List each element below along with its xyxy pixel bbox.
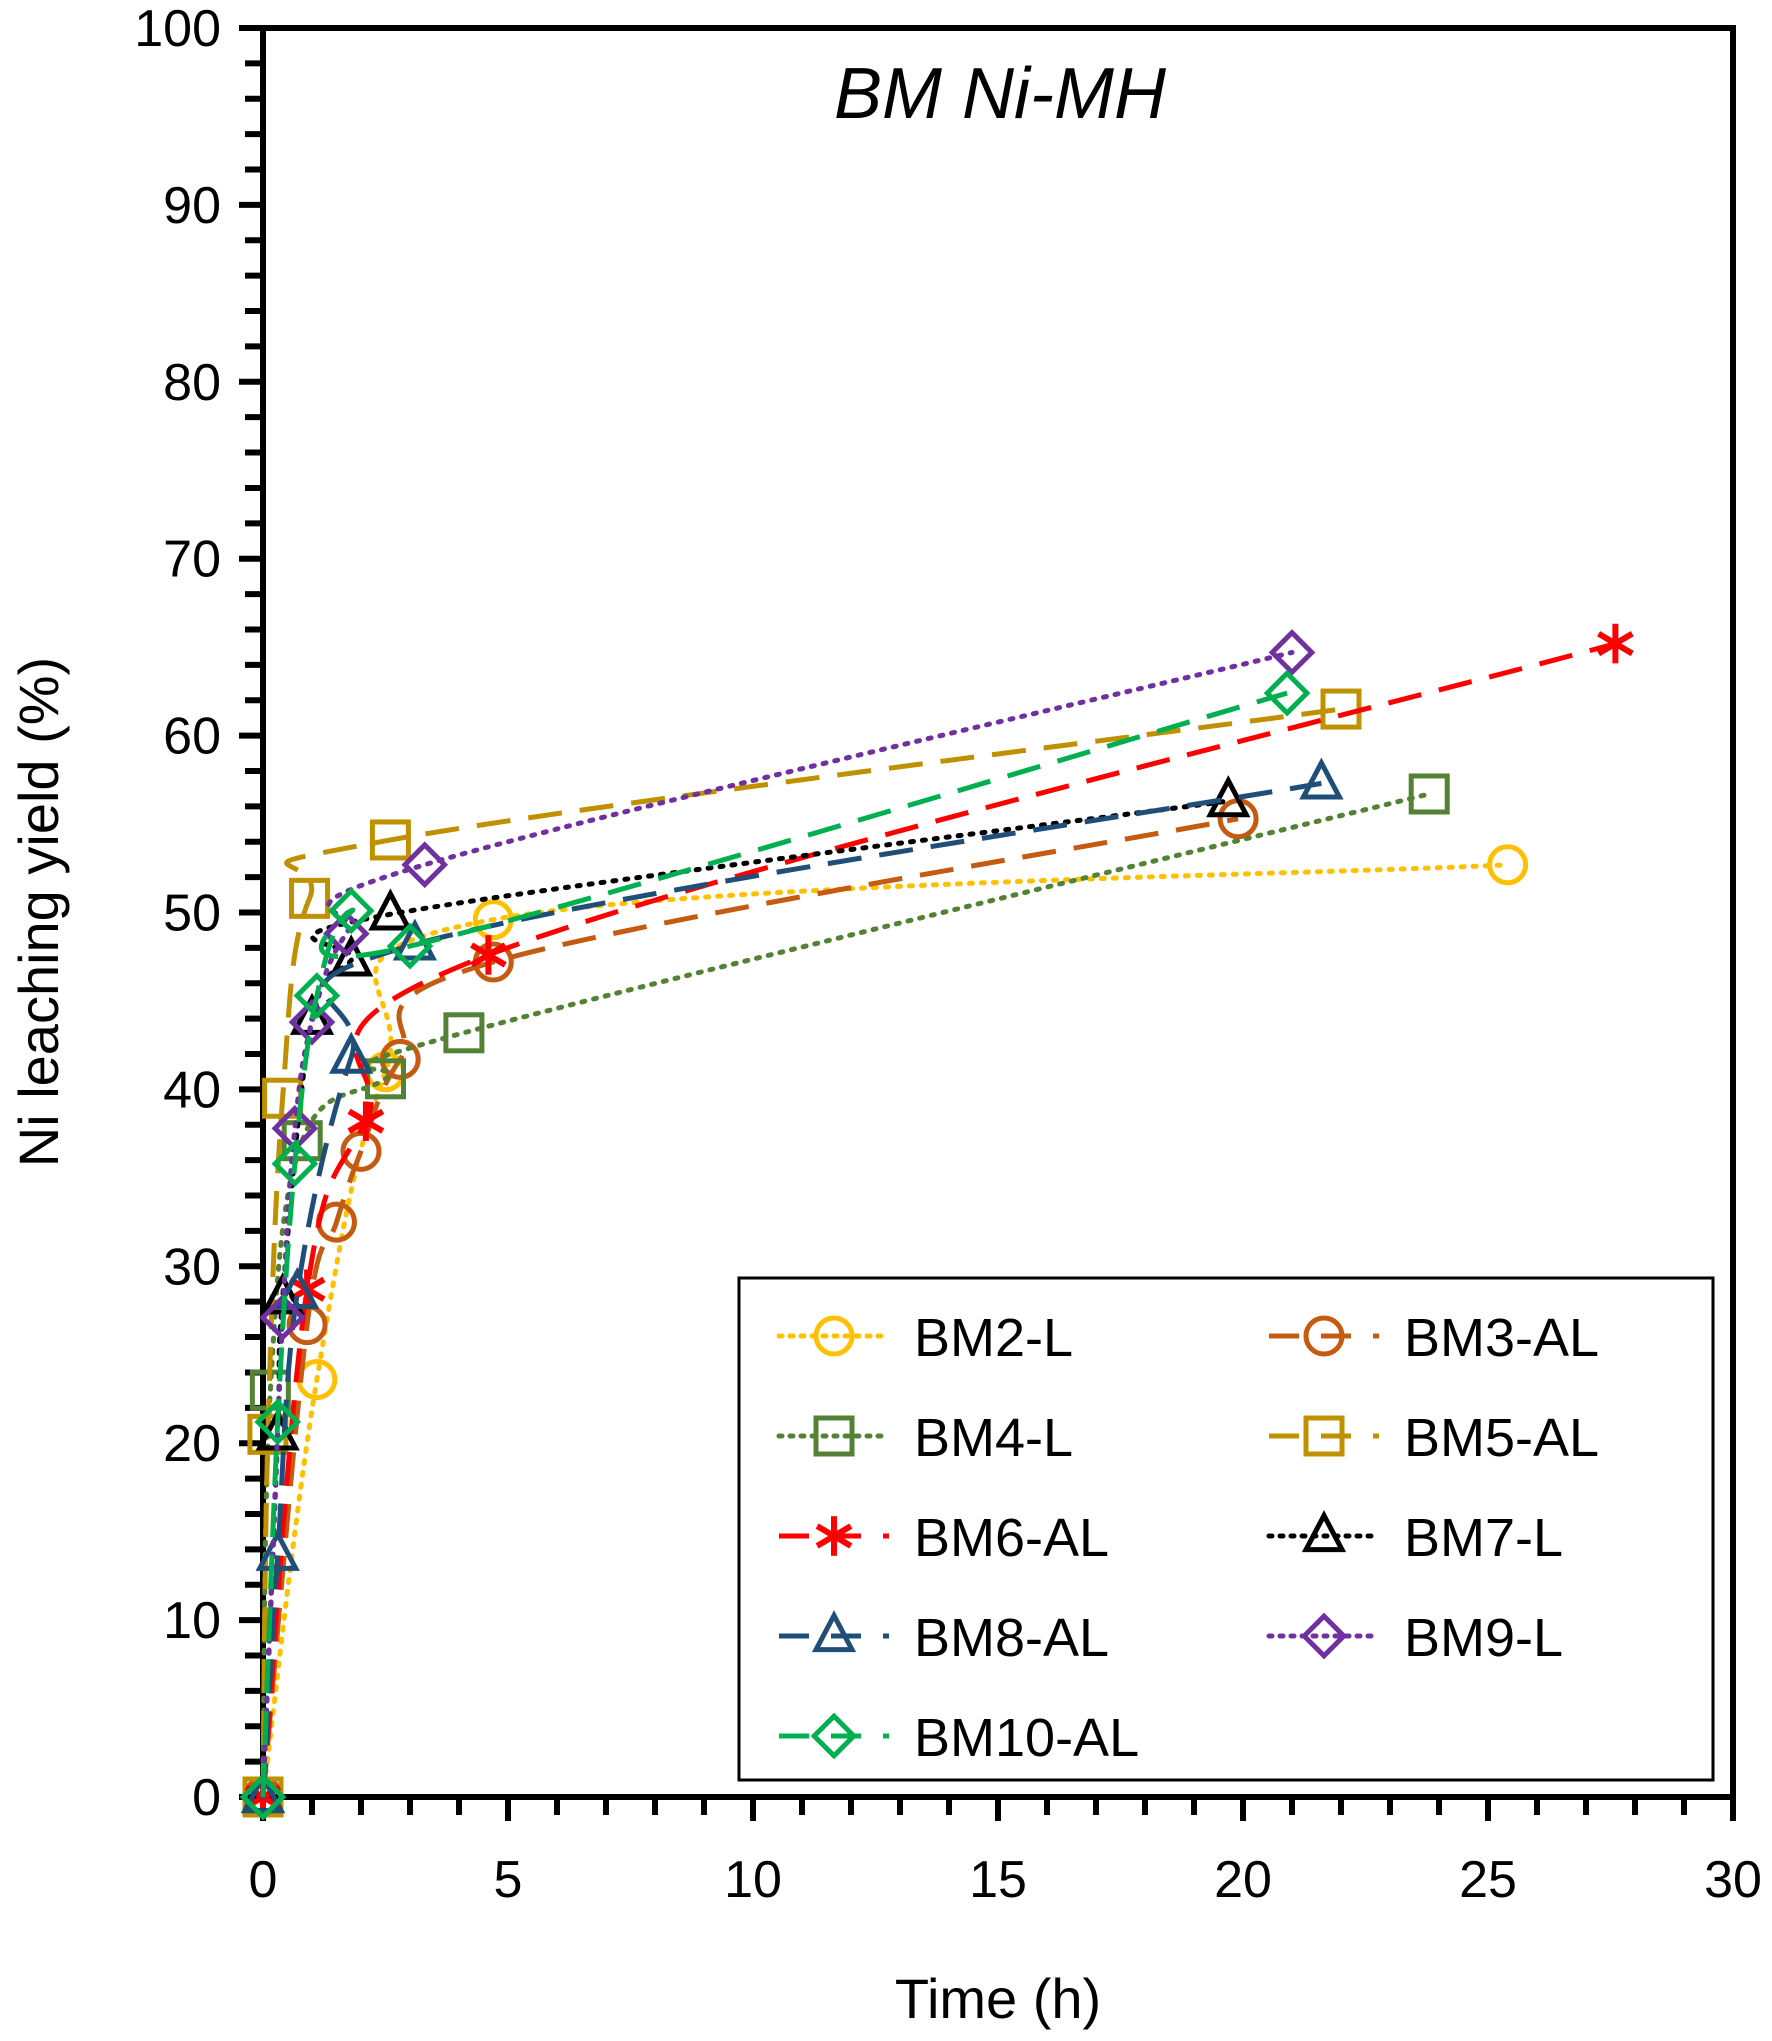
- data-point: [386, 922, 434, 970]
- legend-label: BM5-AL: [1404, 1408, 1599, 1468]
- data-point: [1597, 623, 1634, 664]
- y-tick-label: 80: [163, 354, 221, 412]
- y-tick-label: 70: [163, 531, 221, 589]
- data-point: [322, 910, 370, 958]
- y-tick-label: 50: [163, 885, 221, 943]
- x-tick-label: 25: [1459, 1851, 1517, 1909]
- series-BM8-AL: [240, 757, 1344, 1814]
- data-point: [401, 841, 449, 889]
- x-tick-label: 20: [1214, 1851, 1272, 1909]
- legend-item: BM3-AL: [1269, 1308, 1599, 1368]
- legend-item: BM5-AL: [1269, 1408, 1599, 1468]
- series-line: [260, 706, 1342, 1798]
- data-point: [275, 1266, 320, 1310]
- x-tick-label: 15: [969, 1851, 1027, 1909]
- legend: BM2-L BM3-AL BM4-L BM5-AL BM6-AL BM7-L BM8-AL B…: [737, 1276, 1715, 1782]
- legend-label: BM8-AL: [914, 1608, 1109, 1668]
- legend-label: BM10-AL: [914, 1708, 1139, 1768]
- legend-marker: [813, 1415, 855, 1457]
- data-point: [271, 1140, 319, 1188]
- legend-label: BM6-AL: [914, 1508, 1109, 1568]
- legend-label: BM2-L: [914, 1308, 1073, 1368]
- data-point: [289, 992, 335, 1035]
- legend-label: BM9-L: [1404, 1608, 1563, 1668]
- data-point: [347, 1101, 385, 1142]
- y-axis: 0 10 20 30 40 50 60 70 80 90 100: [134, 0, 263, 1827]
- series-line: [260, 641, 1617, 1798]
- y-tick-label: 10: [163, 1592, 221, 1650]
- legend-item: BM2-L: [776, 1308, 1073, 1368]
- data-point: [240, 1771, 286, 1814]
- data-point: [1206, 775, 1251, 818]
- y-tick-label: 30: [163, 1238, 221, 1296]
- data-point: [443, 1012, 485, 1054]
- series-line: [260, 690, 1288, 1798]
- legend-box: [737, 1276, 1715, 1782]
- legend-label: BM4-L: [914, 1408, 1073, 1468]
- y-axis-title: Ni leaching yield (%): [7, 657, 70, 1167]
- legend-item: BM6-AL: [779, 1508, 1109, 1568]
- x-tick-label: 0: [249, 1851, 278, 1909]
- legend-marker: [1301, 1510, 1347, 1553]
- series-line: [260, 649, 1295, 1800]
- legend-marker: [1303, 1315, 1345, 1357]
- data-point: [1487, 844, 1529, 886]
- x-axis: 0 5 10 15 20 25 30: [249, 1797, 1762, 1909]
- data-point: [254, 1398, 302, 1446]
- series-line: [260, 862, 1511, 1800]
- data-point: [289, 877, 331, 919]
- data-point: [368, 888, 413, 931]
- legend-item: BM9-L: [1266, 1608, 1563, 1668]
- y-tick-label: 90: [163, 177, 221, 235]
- y-tick-label: 40: [163, 1061, 221, 1119]
- legend-item: BM7-L: [1266, 1508, 1563, 1568]
- legend-label: BM7-L: [1404, 1508, 1563, 1568]
- y-tick-label: 60: [163, 708, 221, 766]
- x-axis-title: Time (h): [895, 1967, 1101, 2030]
- data-point: [293, 972, 341, 1019]
- x-tick-label: 30: [1704, 1851, 1762, 1909]
- data-point: [239, 1773, 287, 1821]
- series-line: [260, 780, 1322, 1798]
- legend-item: BM8-AL: [779, 1608, 1109, 1668]
- x-tick-label: 5: [494, 1851, 523, 1909]
- legend-marker: [811, 1610, 857, 1653]
- data-point: [1408, 773, 1450, 815]
- x-tick-label: 10: [724, 1851, 782, 1909]
- legend-marker: [815, 1516, 853, 1556]
- legend-marker: [1300, 1612, 1348, 1660]
- y-tick-label: 100: [134, 0, 221, 58]
- legend-marker: [810, 1712, 858, 1760]
- series-BM10-AL: [239, 669, 1311, 1821]
- data-point: [327, 887, 375, 935]
- legend-marker: [813, 1315, 855, 1357]
- legend-item: BM4-L: [776, 1408, 1073, 1468]
- chart-title: BM Ni-MH: [834, 54, 1167, 134]
- data-point: [329, 1031, 374, 1074]
- data-point: [1268, 629, 1316, 676]
- series-layer: [239, 623, 1634, 1821]
- data-point: [288, 998, 336, 1046]
- y-tick-label: 0: [192, 1769, 221, 1827]
- data-point: [369, 819, 411, 861]
- data-point: [470, 935, 507, 975]
- data-point: [259, 1294, 306, 1341]
- y-tick-label: 20: [163, 1415, 221, 1473]
- legend-label: BM3-AL: [1404, 1308, 1599, 1368]
- data-point: [1299, 757, 1344, 800]
- legend-marker: [1303, 1415, 1345, 1457]
- data-point: [255, 1528, 300, 1571]
- legend-item: BM10-AL: [779, 1708, 1139, 1768]
- data-point: [1263, 669, 1311, 717]
